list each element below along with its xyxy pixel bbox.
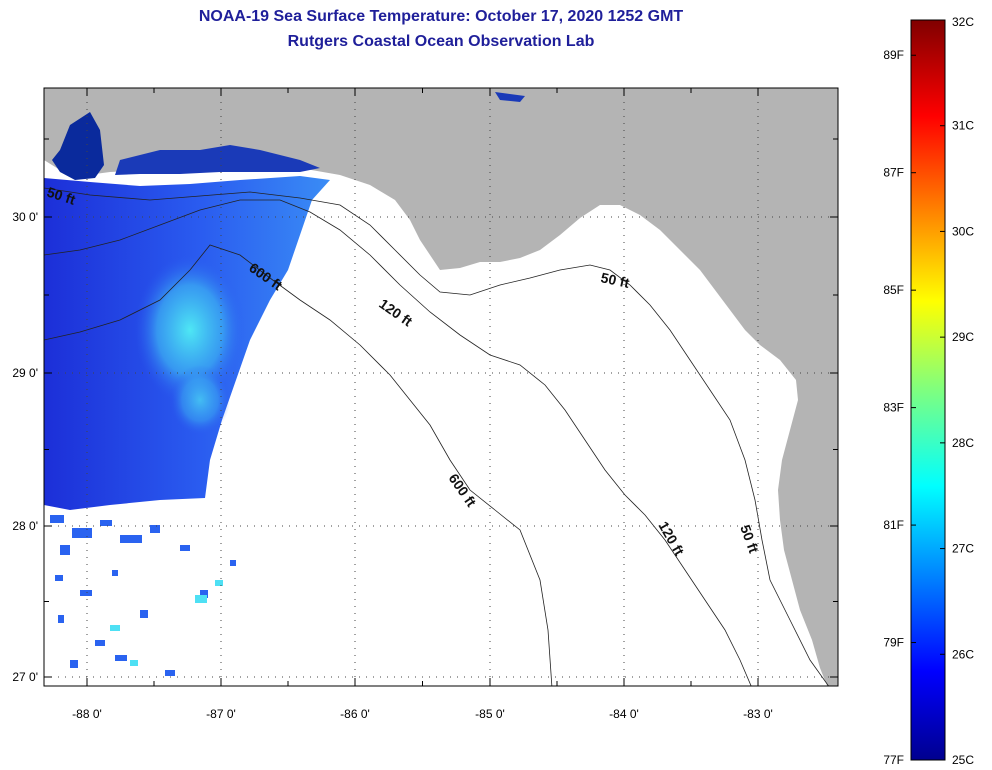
colorbar [910,19,946,761]
colorbar-celsius-label: 30C [952,224,974,238]
contour-600ft [44,244,553,686]
longitude-label: -85 0' [475,707,505,721]
longitude-label: -86 0' [340,707,370,721]
colorbar-fahrenheit-label: 89F [883,48,904,62]
map-ticks [44,88,838,686]
sst-scatter-pixels [50,515,236,676]
longitude-label: -84 0' [609,707,639,721]
contour-50ft [44,187,830,686]
colorbar-fahrenheit-label: 87F [883,166,904,180]
longitude-labels: -88 0' -87 0' -86 0' -85 0' -84 0' -83 0' [72,707,773,721]
colorbar-ticks [911,19,945,761]
colorbar-celsius-label: 28C [952,436,974,450]
longitude-label: -83 0' [743,707,773,721]
land-mass [44,88,838,686]
colorbar-celsius-label: 29C [952,330,974,344]
colorbar-celsius-label: 26C [952,647,974,661]
colorbar-celsius-labels: 32C 31C 30C 29C 28C 27C 26C 25C [952,15,974,767]
colorbar-celsius-label: 25C [952,753,974,767]
colorbar-fahrenheit-label: 83F [883,401,904,415]
map-subtitle: Rutgers Coastal Ocean Observation Lab [287,33,595,50]
colorbar-celsius-label: 27C [952,542,974,556]
coastal-bays [52,112,104,180]
colorbar-fahrenheit-label: 77F [883,753,904,767]
longitude-label: -88 0' [72,707,102,721]
warm-eddy [170,365,230,435]
latitude-label: 30 0' [12,210,38,224]
colorbar-celsius-label: 31C [952,119,974,133]
latitude-label: 27 0' [12,670,38,684]
sst-scatter-pixels-warm [110,580,223,666]
contour-label: 50 ft [599,269,631,291]
coastal-bays [495,92,525,102]
warm-eddy [135,255,245,405]
map-frame [43,87,839,687]
map-title: NOAA-19 Sea Surface Temperature: October… [198,8,684,25]
latitude-labels: 30 0' 29 0' 28 0' 27 0' [12,210,38,684]
colorbar-fahrenheit-label: 79F [883,636,904,650]
colorbar-celsius-label: 32C [952,15,974,29]
latitude-label: 29 0' [12,366,38,380]
latitude-label: 28 0' [12,519,38,533]
colorbar-fahrenheit-label: 85F [883,283,904,297]
coastal-bays [115,145,320,175]
colorbar-fahrenheit-label: 81F [883,518,904,532]
colorbar-fahrenheit-labels: 89F 87F 85F 83F 81F 79F 77F [883,48,904,767]
longitude-label: -87 0' [206,707,236,721]
